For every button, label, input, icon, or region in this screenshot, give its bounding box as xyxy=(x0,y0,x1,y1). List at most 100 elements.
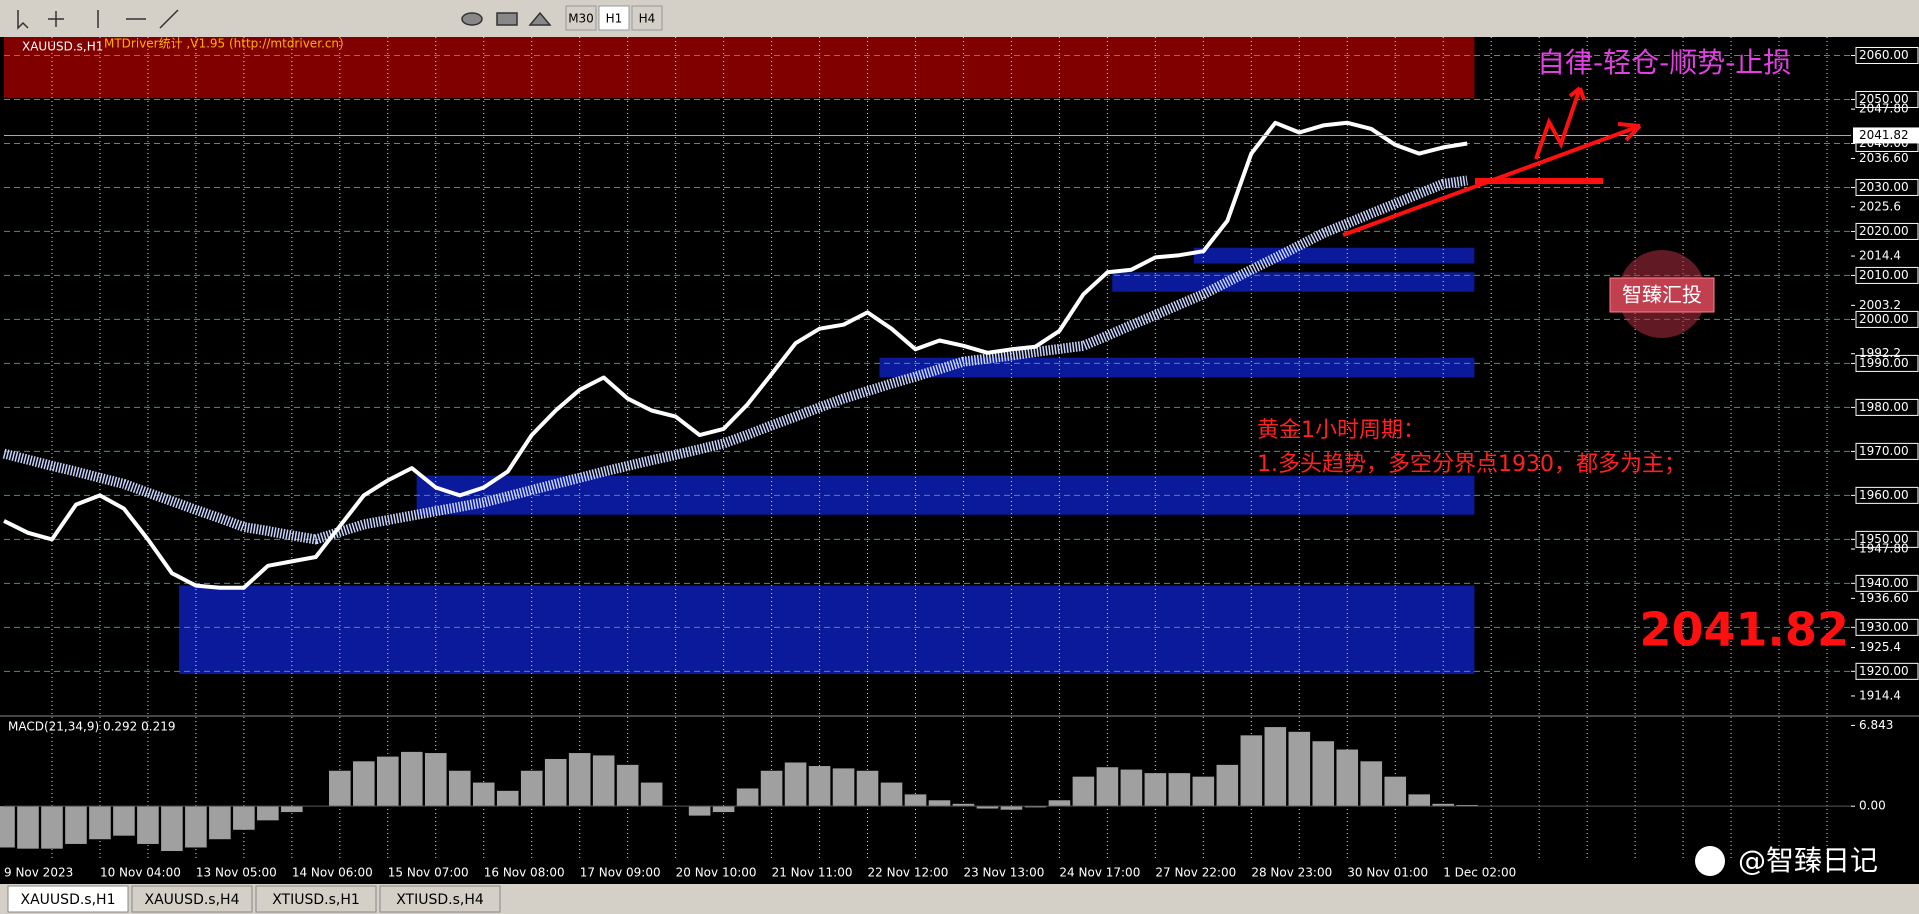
arrow-head xyxy=(1617,122,1642,142)
macd-bar xyxy=(233,806,255,830)
macd-bar xyxy=(1312,741,1335,807)
series-line xyxy=(3,120,1468,590)
x-tick-label: 14 Nov 06:00 xyxy=(292,866,373,880)
toolbar xyxy=(0,0,1919,37)
x-tick-label: 22 Nov 12:00 xyxy=(868,866,949,880)
y-tick-label: 2020.00 xyxy=(1859,224,1909,238)
macd-bar xyxy=(1000,806,1023,810)
chart-tab-label: XTIUSD.s,H4 xyxy=(396,892,484,908)
y-tick-label: 1970.00 xyxy=(1859,444,1909,458)
macd-bar xyxy=(1216,764,1239,807)
chart-tab[interactable] xyxy=(7,885,129,913)
macd-bar xyxy=(856,770,879,807)
macd-bar xyxy=(1384,776,1407,807)
macd-bar xyxy=(544,758,567,807)
macd-bar xyxy=(257,806,279,821)
timeframe-label: M30 xyxy=(568,12,594,26)
macd-bar xyxy=(496,790,519,807)
macd-bar xyxy=(424,753,447,807)
x-tick-label: 23 Nov 13:00 xyxy=(963,866,1044,880)
x-tick-label: 16 Nov 08:00 xyxy=(484,866,565,880)
macd-bar xyxy=(592,755,615,807)
footer-text: @智臻日记 xyxy=(1738,844,1878,877)
x-tick-label: 10 Nov 04:00 xyxy=(100,866,181,880)
timeframe-button[interactable] xyxy=(598,5,630,31)
macd-bar xyxy=(688,806,711,816)
macd-bar xyxy=(1096,767,1119,807)
macd-bar xyxy=(952,803,975,807)
current-price-box xyxy=(1853,127,1919,144)
y-tick-label: 2030.00 xyxy=(1859,180,1909,194)
y-tick-box xyxy=(1855,486,1919,504)
y-tick-label: 2014.4 xyxy=(1859,249,1901,263)
y-tick-label: 1940.00 xyxy=(1859,576,1909,590)
macd-bar xyxy=(1120,769,1143,807)
chart-tab[interactable] xyxy=(255,885,377,913)
y-tick-label: 1992.2 xyxy=(1859,346,1901,360)
y-tick-label: 2000.00 xyxy=(1859,312,1909,326)
timeframe-button[interactable] xyxy=(631,5,663,31)
chart-tab[interactable] xyxy=(131,885,253,913)
y-tick-label: 1920.00 xyxy=(1859,664,1909,678)
macd-bar xyxy=(568,753,591,807)
trend-arrows xyxy=(1342,86,1642,237)
chart-tab-label: XAUUSD.s,H1 xyxy=(21,892,116,908)
y-tick-box xyxy=(1855,90,1919,108)
y-tick-box xyxy=(1855,618,1919,636)
macd-bar xyxy=(760,770,783,807)
chart-subtitle: MTDriver统计 ,V1.95 (http://mtdriver.cn) xyxy=(104,37,344,51)
x-tick-label: 24 Nov 17:00 xyxy=(1059,866,1140,880)
macd-bar xyxy=(1432,803,1455,807)
y-tick-label: 1980.00 xyxy=(1859,400,1909,414)
price-zone xyxy=(1193,247,1475,264)
line-icons xyxy=(97,9,179,29)
y-tick-label: 1950.00 xyxy=(1859,532,1909,546)
macd-bar xyxy=(376,756,399,807)
y-tick-label: 2047.80 xyxy=(1859,102,1909,116)
x-tick-label: 17 Nov 09:00 xyxy=(580,866,661,880)
macd-bar xyxy=(1072,776,1095,807)
macd-bar xyxy=(209,806,231,840)
y-tick-label: 1930.00 xyxy=(1859,620,1909,634)
cursor-icon xyxy=(17,10,29,30)
triangle-icon xyxy=(528,11,552,26)
macd-bar xyxy=(880,782,903,807)
macd-bar xyxy=(1024,806,1047,808)
macd-bar xyxy=(41,806,63,849)
macd-bar xyxy=(928,800,951,807)
plot: 9 Nov 2023 10 Nov 04:00 13 Nov 05:00 14 Nov… xyxy=(0,37,1919,880)
ellipse-icon xyxy=(461,12,483,26)
x-tick-label: 27 Nov 22:00 xyxy=(1155,866,1236,880)
crosshair-icon xyxy=(48,11,64,27)
macd-bar xyxy=(1168,773,1191,807)
macd-bar xyxy=(1240,735,1263,807)
timeframe-button[interactable] xyxy=(565,5,597,31)
stamp-text: 智臻汇投 xyxy=(1622,283,1702,307)
macd-bar xyxy=(185,806,207,848)
macd-bar xyxy=(712,806,735,813)
y-tick-label: 1936.60 xyxy=(1859,591,1909,605)
chart-tab[interactable] xyxy=(379,885,501,913)
price-zone xyxy=(879,357,1475,378)
macd-bar xyxy=(1144,773,1167,807)
macd-bar xyxy=(329,770,351,807)
y-tick-label: 1947.80 xyxy=(1859,542,1909,556)
macd-bar xyxy=(1360,761,1383,807)
y-tick-label: 1990.00 xyxy=(1859,356,1909,370)
x-tick-label: 20 Nov 10:00 xyxy=(676,866,757,880)
toolbar-icons xyxy=(17,9,552,30)
macd-bar xyxy=(784,762,807,807)
x-tick-label: 9 Nov 2023 xyxy=(4,866,73,880)
x-tick-label: 30 Nov 01:00 xyxy=(1347,866,1428,880)
y-tick-box xyxy=(1855,530,1919,548)
y-tick-label: 1960.00 xyxy=(1859,488,1909,502)
y-tick-box xyxy=(1855,310,1919,328)
chart-tab-label: XTIUSD.s,H1 xyxy=(272,892,360,908)
price-zone xyxy=(179,585,1475,674)
macd-bar xyxy=(1456,804,1479,807)
x-tick-label: 13 Nov 05:00 xyxy=(196,866,277,880)
y-tick-box xyxy=(1855,442,1919,460)
macd-bar xyxy=(89,806,111,840)
price-zone xyxy=(4,37,1475,99)
